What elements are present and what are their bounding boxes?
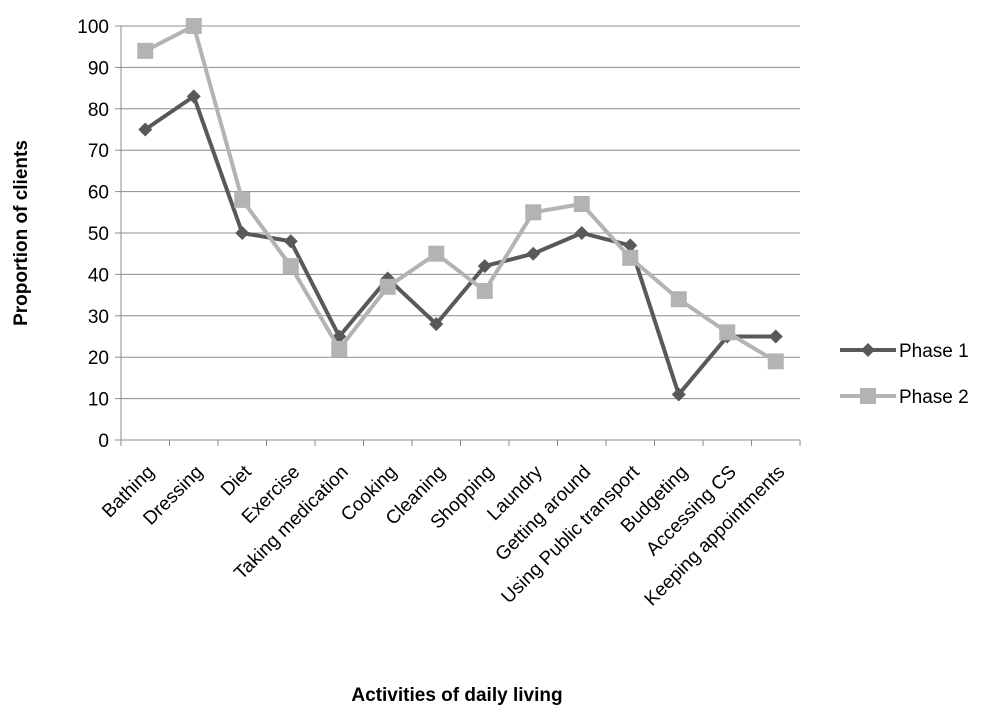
legend-item: Phase 1 xyxy=(840,341,969,362)
data-point-diamond xyxy=(429,317,444,332)
y-tick-label: 80 xyxy=(88,100,109,121)
legend-item: Phase 2 xyxy=(840,387,969,408)
data-point-diamond xyxy=(138,122,153,137)
data-point-diamond xyxy=(671,387,686,402)
series-phase-1 xyxy=(138,89,783,402)
data-point-square xyxy=(670,291,687,308)
y-tick-label: 50 xyxy=(88,224,109,245)
x-axis-title: Activities of daily living xyxy=(351,685,562,706)
y-tick-label: 40 xyxy=(88,265,109,286)
series-phase-2 xyxy=(137,18,784,370)
y-tick-label: 0 xyxy=(98,431,109,452)
y-tick-label: 30 xyxy=(88,307,109,328)
axes xyxy=(120,26,801,446)
data-point-square xyxy=(379,278,396,295)
series-line xyxy=(143,94,778,397)
series-group xyxy=(137,18,784,402)
legend: Phase 1 Phase 2 xyxy=(840,341,969,408)
legend-marker-diamond xyxy=(861,343,875,357)
data-point-square xyxy=(428,245,445,262)
data-point-diamond xyxy=(235,226,250,240)
legend-label: Phase 2 xyxy=(899,387,969,408)
y-tick-label: 20 xyxy=(88,348,109,369)
y-axis-title: Proportion of clients xyxy=(11,140,32,326)
y-tick-label: 70 xyxy=(88,141,109,162)
data-point-diamond xyxy=(186,89,201,104)
data-point-square xyxy=(767,353,784,370)
x-tick-label: Diet xyxy=(217,461,256,500)
y-tick-label: 60 xyxy=(88,183,109,204)
data-point-square xyxy=(331,340,348,357)
y-tick-labels: 0 10 20 30 40 50 60 70 80 90 100 xyxy=(77,17,109,452)
data-point-square xyxy=(573,196,590,213)
data-point-diamond xyxy=(477,259,492,274)
data-point-square xyxy=(525,204,542,221)
legend-label: Phase 1 xyxy=(899,341,969,362)
data-point-square xyxy=(282,258,299,275)
data-point-diamond xyxy=(623,238,638,253)
data-point-diamond xyxy=(574,226,589,240)
y-tick-label: 10 xyxy=(88,390,109,411)
gridlines xyxy=(115,25,800,441)
data-point-diamond xyxy=(283,234,298,249)
series-line xyxy=(143,24,778,364)
data-point-square xyxy=(185,18,202,34)
legend-marker-square xyxy=(860,388,876,404)
data-point-square xyxy=(476,282,493,299)
y-tick-label: 90 xyxy=(88,58,109,79)
data-point-square xyxy=(719,324,736,341)
data-point-square xyxy=(622,249,639,266)
data-point-diamond xyxy=(768,329,783,344)
y-tick-label: 100 xyxy=(77,17,109,38)
data-point-diamond xyxy=(526,246,541,261)
data-point-square xyxy=(234,191,251,208)
data-point-square xyxy=(137,42,154,59)
